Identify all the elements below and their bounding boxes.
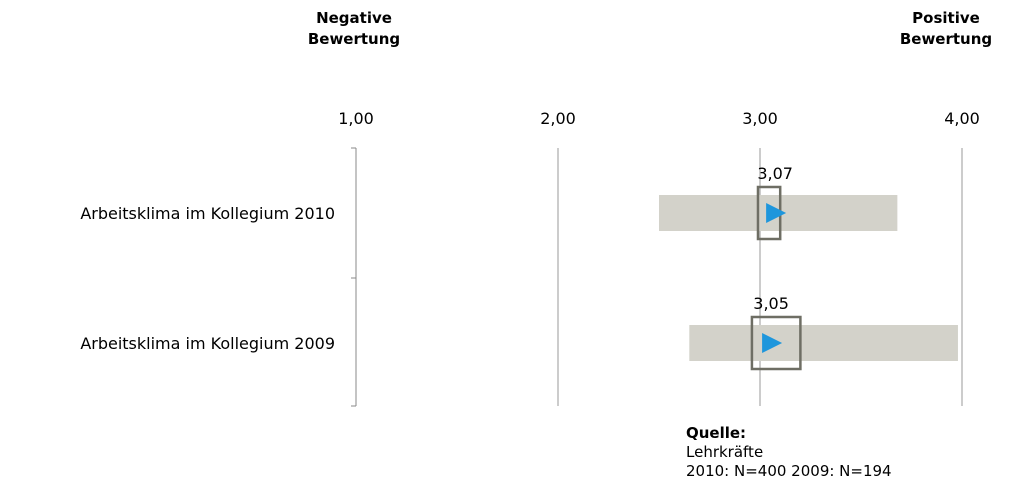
x-tick-label: 3,00 — [742, 109, 778, 128]
source-note: Quelle: Lehrkräfte 2010: N=400 2009: N=1… — [686, 424, 892, 481]
positive-header-line1: Positive — [912, 9, 980, 27]
category-label: Arbeitsklima im Kollegium 2010 — [80, 204, 335, 223]
source-sample-sizes: 2010: N=400 2009: N=194 — [686, 462, 892, 480]
category-label: Arbeitsklima im Kollegium 2009 — [80, 334, 335, 353]
positive-header-line2: Bewertung — [899, 30, 993, 48]
mean-marker — [766, 203, 787, 223]
range-bar — [689, 325, 958, 361]
source-population: Lehrkräfte — [686, 443, 764, 461]
mean-marker — [762, 333, 783, 353]
negative-header-line2: Bewertung — [307, 30, 401, 48]
negative-header-line1: Negative — [316, 9, 392, 27]
mean-value-label: 3,07 — [757, 164, 793, 183]
source-label: Quelle: — [686, 424, 747, 442]
x-tick-label: 2,00 — [540, 109, 576, 128]
positive-rating-header: Positive Bewertung — [870, 8, 1022, 50]
x-tick-label: 1,00 — [338, 109, 374, 128]
x-tick-label: 4,00 — [944, 109, 980, 128]
negative-rating-header: Negative Bewertung — [284, 8, 424, 50]
mean-value-label: 3,05 — [753, 294, 789, 313]
confidence-box — [750, 315, 802, 371]
